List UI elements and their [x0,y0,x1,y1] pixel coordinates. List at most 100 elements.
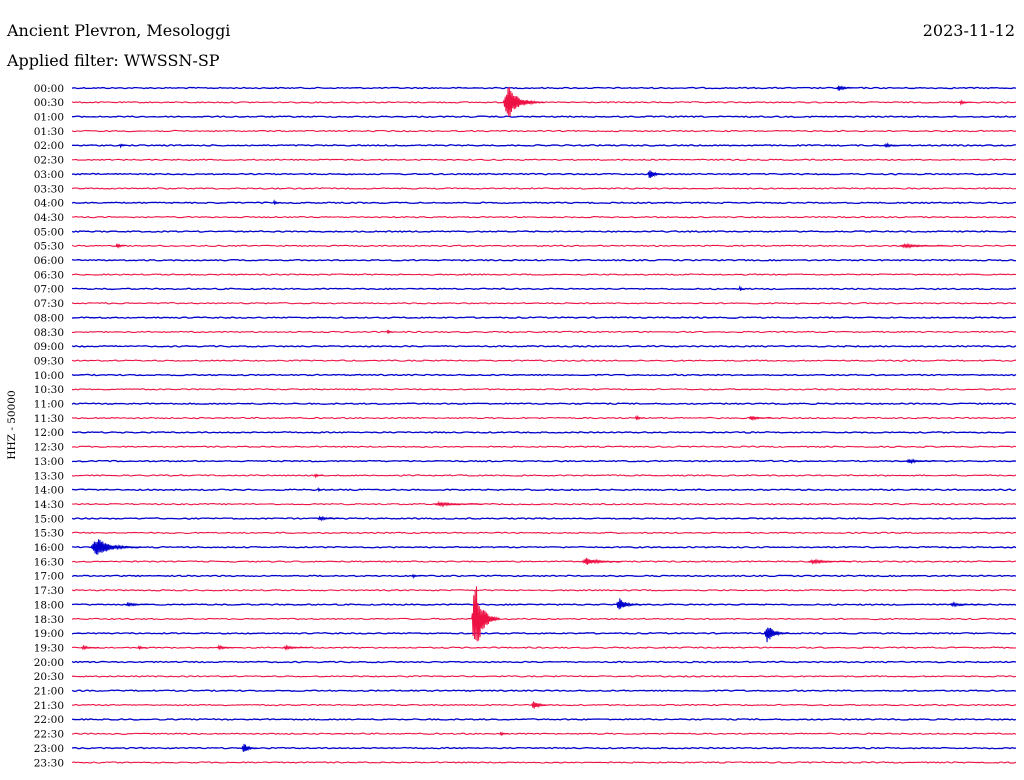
row-time-label: 07:00 [34,284,64,296]
row-time-label: 00:00 [34,83,64,95]
trace-row [71,474,1017,477]
seismic-event [958,99,972,106]
trace-row [71,718,1017,721]
row-time-label: 14:00 [34,485,64,497]
trace-row [71,215,1017,219]
trace-row [71,345,1017,348]
trace-row [71,273,1017,276]
seismic-event [216,644,236,651]
trace-row [71,144,1016,147]
trace-row [71,201,1017,205]
trace-row [71,172,1017,176]
row-time-label: 23:30 [34,757,64,769]
row-time-label: 23:00 [34,743,64,755]
trace-row [71,416,1017,420]
seismic-event [499,731,510,736]
trace-row [71,545,1017,549]
row-time-label: 01:00 [34,112,64,124]
trace-row [71,402,1017,405]
row-time-label: 00:30 [34,97,64,109]
seismic-event [386,329,396,334]
row-time-label: 18:00 [34,599,64,611]
trace-row [71,388,1017,391]
trace-row [71,560,1017,563]
row-time-label: 16:30 [34,556,64,568]
row-time-label: 22:30 [34,729,64,741]
trace-row [71,187,1017,190]
row-time-label: 22:00 [34,714,64,726]
row-time-label: 13:00 [34,456,64,468]
station-title: Ancient Plevron, Mesologgi [6,21,230,40]
trace-row [71,617,1017,621]
seismic-event [433,500,484,508]
seismic-event [81,644,100,651]
trace-row [71,732,1017,735]
row-time-label: 09:30 [34,355,64,367]
row-time-label: 04:30 [34,212,64,224]
seismic-event [90,539,141,555]
row-time-label: 14:30 [34,499,64,511]
seismic-event [272,199,280,205]
row-time-label: 05:00 [34,226,64,238]
row-time-label: 20:00 [34,657,64,669]
row-time-label: 10:00 [34,370,64,382]
trace-row [71,330,1017,334]
row-time-label: 17:00 [34,571,64,583]
seismic-event [313,473,324,479]
trace-row [71,445,1017,448]
filter-label: Applied filter: WWSSN-SP [6,51,220,70]
trace-row [71,287,1017,291]
trace-row [71,230,1017,233]
seismic-event [949,601,981,608]
trace-row [71,746,1017,750]
row-time-label: 19:30 [34,642,64,654]
row-time-label: 06:30 [34,269,64,281]
trace-row [71,129,1017,133]
seismic-event [411,573,422,579]
seismic-event [317,515,342,522]
seismic-event [530,701,550,709]
trace-row [71,115,1017,119]
trace-row [71,258,1017,262]
row-time-label: 09:00 [34,341,64,353]
trace-row [71,502,1017,506]
seismic-event [118,143,129,149]
seismic-event [883,142,903,149]
row-time-label: 04:00 [34,198,64,210]
row-time-label: 02:30 [34,155,64,167]
trace-row [71,675,1017,678]
row-time-label: 13:30 [34,470,64,482]
trace-row [71,488,1017,492]
row-time-label: 17:30 [34,585,64,597]
row-time-label: 20:30 [34,671,64,683]
seismic-event [137,645,148,651]
row-time-label: 02:00 [34,140,64,152]
row-time-label: 07:30 [34,298,64,310]
trace-row [71,359,1017,362]
trace-row [71,574,1017,578]
row-time-label: 01:30 [34,126,64,138]
row-time-label: 15:00 [34,513,64,525]
seismic-event [125,601,151,607]
seismic-event [502,86,545,117]
row-time-label: 03:00 [34,169,64,181]
trace-row [71,244,1017,248]
seismic-event [738,284,745,291]
row-time-label: 11:30 [34,413,64,425]
seismic-event [115,243,126,250]
trace-row [71,86,1017,90]
trace-row [71,631,1017,635]
trace-row [71,459,1017,463]
seismic-event [647,170,664,178]
seismic-event [471,586,501,642]
trace-row [71,589,1017,592]
row-time-label: 21:00 [34,686,64,698]
seismic-event [836,85,855,92]
row-time-label: 12:00 [34,427,64,439]
row-time-label: 06:00 [34,255,64,267]
seismic-event [763,627,789,643]
trace-row [71,517,1017,520]
row-time-label: 03:30 [34,183,64,195]
trace-row [71,689,1017,693]
